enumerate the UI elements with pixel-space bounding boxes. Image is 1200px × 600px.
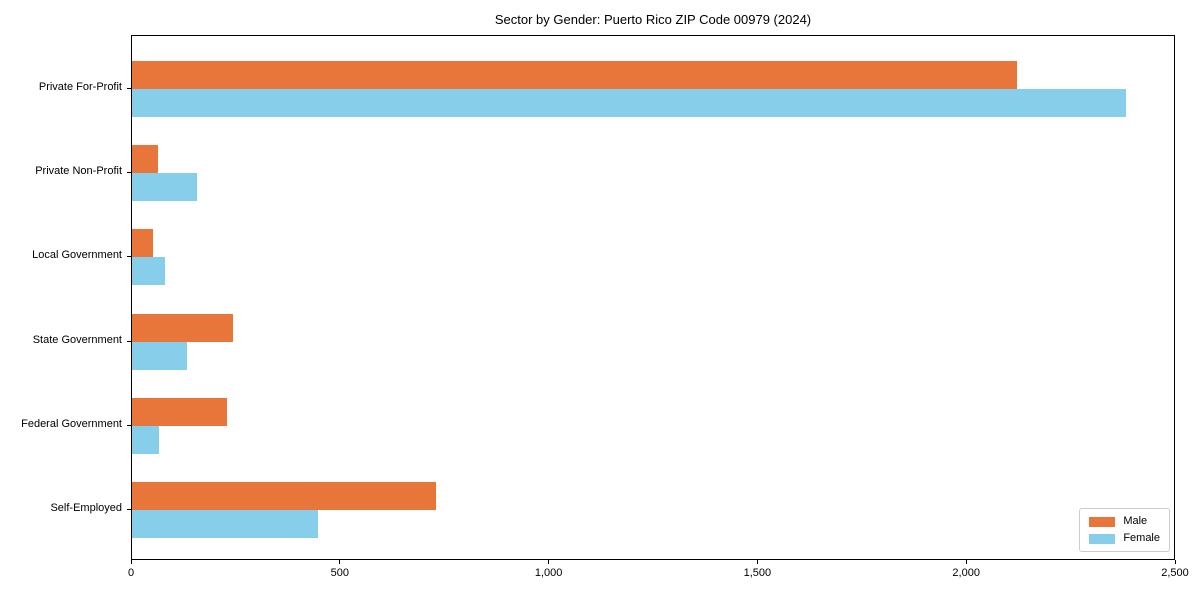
x-tick (548, 560, 550, 564)
chart-title: Sector by Gender: Puerto Rico ZIP Code 0… (494, 12, 812, 27)
y-tick (127, 88, 131, 89)
bar-female-federal-government (132, 425, 160, 454)
y-tick (127, 509, 131, 510)
legend: Male Female (1079, 508, 1170, 552)
x-axis-tick-label: 2,000 (952, 567, 980, 579)
x-tick (965, 560, 967, 564)
bar-male-self-employed (132, 482, 436, 510)
x-tick (130, 560, 132, 564)
male-color-swatch (1089, 516, 1116, 527)
bar-male-private-for-profit (132, 61, 1018, 89)
legend-entry-female: Female (1089, 532, 1160, 545)
female-color-swatch (1089, 533, 1116, 544)
plot-area (131, 35, 1175, 560)
y-tick (127, 424, 131, 426)
x-axis-tick-label: 1,500 (743, 567, 772, 579)
bar-female-self-employed (132, 510, 318, 538)
legend-label-male: Male (1123, 515, 1148, 527)
y-axis-label: Self-Employed (50, 502, 122, 514)
x-tick (756, 560, 758, 564)
y-axis-label: State Government (32, 333, 122, 346)
y-axis-label: Federal Government (21, 417, 122, 430)
x-axis-tick-label: 2,500 (1161, 567, 1189, 579)
bar-male-state-government (132, 313, 233, 342)
bar-female-state-government (132, 341, 188, 370)
bar-male-private-non-profit (132, 145, 158, 174)
x-tick (1174, 560, 1176, 564)
bar-female-private-non-profit (132, 173, 198, 202)
y-axis-label: Local Government (32, 249, 122, 262)
y-tick (127, 256, 131, 258)
bar-male-federal-government (132, 397, 227, 426)
bar-female-private-for-profit (132, 89, 1126, 117)
y-axis-label: Private Non-Profit (35, 165, 122, 178)
y-tick (127, 172, 131, 174)
legend-entry-male: Male (1089, 515, 1160, 528)
bar-female-local-government (132, 257, 166, 286)
x-axis-tick-label: 500 (330, 567, 349, 579)
x-axis-tick-label: 0 (127, 567, 135, 579)
x-axis-tick-label: 1,000 (534, 567, 563, 579)
legend-label-female: Female (1123, 532, 1160, 544)
y-tick (127, 340, 131, 342)
x-tick (339, 560, 341, 564)
y-axis-label: Private For-Profit (38, 81, 122, 93)
bar-male-local-government (132, 229, 154, 258)
